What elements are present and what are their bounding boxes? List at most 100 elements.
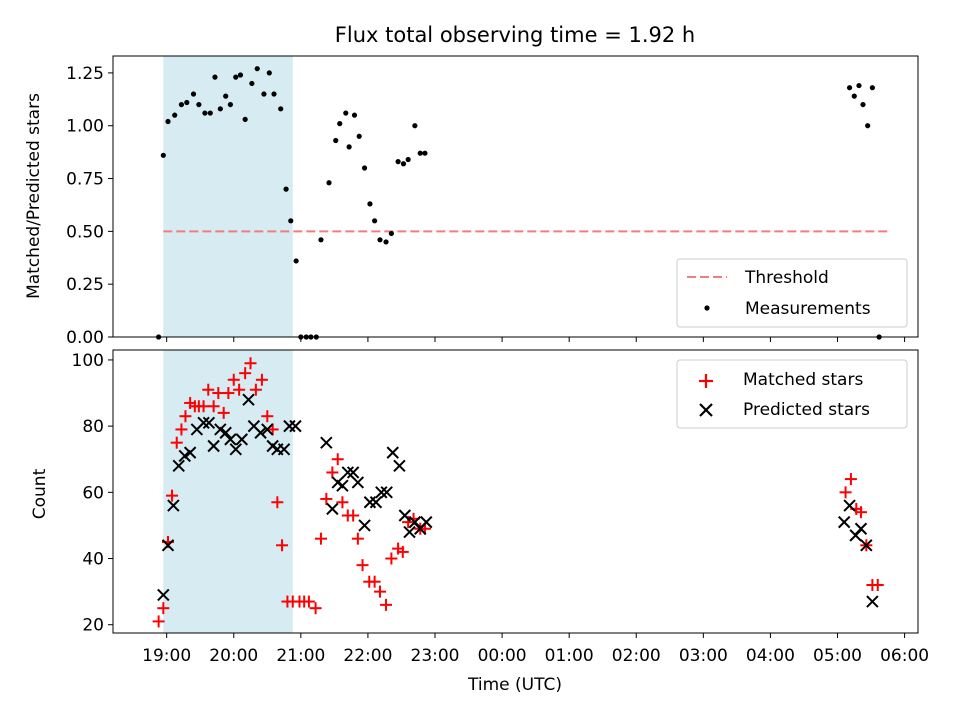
bottom-legend-box — [676, 359, 908, 429]
matched-star-point — [351, 532, 364, 545]
measurement-point — [266, 70, 272, 76]
matched-star-point — [871, 579, 884, 592]
flux-ratio-panel: 0.00 0.25 0.50 0.75 1.00 1.25 Flux total obse… — [24, 23, 919, 348]
predicted-star-point — [363, 496, 377, 509]
predicted-star-point — [320, 436, 333, 449]
measurement-point — [405, 156, 411, 163]
matched-stars-points — [152, 357, 884, 628]
measurement-point — [249, 80, 255, 87]
measurement-point — [351, 112, 358, 118]
predicted-star-point — [380, 486, 393, 499]
matched-star-point — [396, 545, 409, 558]
x-tick-label: 01:00 — [545, 646, 594, 666]
predicted-star-point — [838, 515, 851, 529]
top-y-axis-label: Matched/Predicted stars — [24, 93, 44, 299]
measurement-point — [196, 101, 202, 108]
x-tick-label: 20:00 — [209, 646, 258, 666]
matched-star-point — [207, 400, 220, 413]
predicted-star-point — [197, 416, 210, 430]
measurement-point — [278, 106, 284, 112]
matched-star-point — [255, 373, 268, 386]
predicted-star-point — [157, 588, 170, 602]
measurement-point — [333, 137, 339, 144]
measurement-point — [212, 74, 218, 80]
bottom-y-axis-label: Count — [30, 468, 50, 519]
measurement-point — [388, 230, 394, 237]
measurement-point — [293, 258, 299, 264]
matched-star-point — [380, 598, 393, 611]
chart-title: Flux total observing time = 1.92 h — [335, 23, 695, 47]
predicted-star-point — [167, 499, 180, 512]
measurement-point — [160, 152, 166, 158]
matched-star-point — [309, 602, 322, 615]
measurement-point — [237, 72, 244, 78]
predicted-star-point — [161, 539, 175, 552]
predicted-star-point — [289, 419, 302, 433]
bottom-legend: Matched stars Predicted stars — [676, 359, 908, 429]
predicted-star-point — [261, 423, 274, 436]
measurement-point — [242, 116, 248, 122]
top-legend-box — [676, 258, 908, 328]
predicted-star-point — [403, 525, 416, 539]
top-y-ticks: 0.00 0.25 0.50 0.75 1.00 1.25 — [66, 64, 113, 348]
observing-window-shade — [163, 56, 293, 337]
predicted-star-point — [843, 499, 856, 512]
x-tick-label: 22:00 — [343, 646, 392, 666]
matched-star-point — [170, 436, 183, 449]
measurement-point — [356, 133, 362, 139]
x-axis-label: Time (UTC) — [467, 675, 562, 695]
y-tick-label: 0.25 — [66, 275, 104, 295]
measurement-point — [343, 110, 349, 116]
measurement-point — [395, 159, 401, 165]
measurement-point — [178, 101, 185, 108]
measurement-point — [254, 66, 260, 72]
legend-measurements-label: Measurements — [745, 299, 871, 319]
measurement-point — [283, 186, 289, 192]
measurement-point — [860, 101, 866, 108]
matched-star-point — [175, 423, 188, 436]
matched-star-point — [368, 575, 381, 588]
measurement-point — [190, 91, 197, 97]
x-tick-label: 03:00 — [679, 646, 728, 666]
matched-star-point — [302, 595, 315, 608]
measurement-point — [383, 239, 389, 245]
bottom-axes-frame — [112, 349, 919, 634]
predicted-star-point — [369, 496, 383, 509]
x-tick-label: 05:00 — [813, 646, 862, 666]
measurement-point — [184, 99, 190, 106]
predicted-star-point — [242, 393, 255, 406]
matched-star-point — [839, 486, 852, 499]
legend-threshold-label: Threshold — [744, 268, 829, 288]
predicted-star-point — [336, 479, 349, 492]
matched-star-point — [227, 373, 240, 386]
predicted-star-point — [375, 486, 388, 499]
matched-star-point — [152, 615, 165, 628]
measurement-point — [202, 110, 208, 116]
matched-star-point — [239, 367, 252, 380]
matched-star-point — [844, 473, 857, 486]
measurement-point — [361, 165, 368, 171]
predicted-star-point — [172, 459, 185, 473]
measurement-point — [223, 93, 229, 99]
count-panel: 20 40 60 80 100 19:00 20:00 21:00 22:00 23:00 00:… — [30, 349, 929, 695]
matched-star-point — [249, 383, 262, 396]
bottom-y-ticks: 20 40 60 80 100 — [72, 351, 113, 636]
x-tick-label: 19:00 — [142, 646, 191, 666]
measurement-point — [346, 144, 352, 150]
matched-star-point — [222, 387, 235, 400]
matched-star-point — [166, 489, 179, 502]
matched-star-point — [326, 466, 339, 479]
y-tick-label: 0.50 — [66, 222, 104, 242]
measurement-point — [172, 112, 178, 118]
measurement-point — [856, 82, 862, 89]
matched-star-point — [331, 453, 344, 466]
predicted-stars-points — [157, 393, 879, 608]
matched-star-point — [347, 509, 360, 522]
measurement-point — [227, 101, 233, 108]
measurement-point — [318, 237, 324, 243]
predicted-star-point — [860, 539, 873, 552]
y-tick-label: 1.00 — [66, 117, 104, 137]
y-tick-label: 80 — [82, 417, 104, 437]
predicted-star-point — [386, 446, 399, 459]
predicted-star-point — [202, 416, 216, 430]
